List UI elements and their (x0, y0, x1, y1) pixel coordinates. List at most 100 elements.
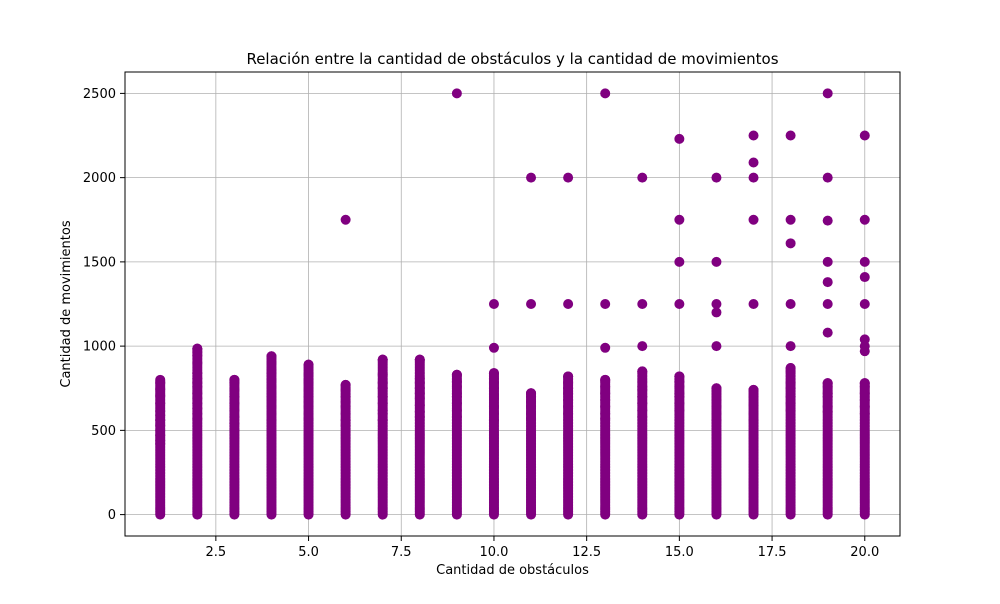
data-point (785, 238, 796, 249)
data-point (377, 369, 388, 380)
y-axis-label: Cantidad de movimientos (59, 220, 74, 387)
data-point (488, 393, 499, 404)
data-point (488, 342, 499, 353)
data-point (711, 307, 722, 318)
data-point (526, 172, 537, 183)
data-point (414, 354, 425, 365)
data-point (822, 88, 833, 99)
y-tick-label: 1500 (83, 255, 116, 270)
data-point (637, 366, 648, 377)
data-point (303, 413, 314, 424)
x-axis-label: Cantidad de obstáculos (436, 563, 589, 578)
data-point (637, 341, 648, 352)
x-tick-label: 2.5 (206, 545, 227, 560)
data-point (711, 172, 722, 183)
data-point (637, 411, 648, 422)
data-point (266, 415, 277, 426)
data-point (192, 350, 203, 361)
data-point (711, 341, 722, 352)
x-tick-label: 15.0 (665, 545, 694, 560)
data-point (377, 415, 388, 426)
y-tick-label: 2000 (83, 171, 116, 186)
data-point (785, 366, 796, 377)
data-point (155, 390, 166, 401)
data-point (822, 406, 833, 417)
data-point (859, 272, 870, 283)
data-point (711, 415, 722, 426)
x-tick-label: 7.5 (391, 545, 412, 560)
data-point (822, 277, 833, 288)
data-point (600, 413, 611, 424)
data-point (822, 172, 833, 183)
data-point (229, 425, 240, 436)
data-point (822, 215, 833, 226)
data-point (600, 299, 611, 309)
data-point (748, 415, 759, 426)
y-tick-label: 500 (91, 424, 116, 439)
data-point (488, 415, 499, 426)
data-point (563, 408, 574, 419)
data-point (748, 391, 759, 402)
data-point (340, 420, 351, 431)
data-point (451, 411, 462, 422)
data-point (711, 299, 722, 309)
data-point (859, 130, 870, 141)
data-point (822, 256, 833, 267)
data-point (748, 157, 759, 168)
x-tick-label: 20.0 (850, 545, 879, 560)
x-tick-label: 5.0 (298, 545, 319, 560)
chart-title: Relación entre la cantidad de obstáculos… (246, 50, 778, 68)
data-point (600, 88, 611, 99)
data-point (674, 214, 685, 225)
data-point (674, 405, 685, 416)
y-tick-label: 1000 (83, 340, 116, 355)
data-point (822, 391, 833, 402)
data-point (748, 172, 759, 183)
data-point (526, 413, 537, 424)
data-point (340, 214, 351, 225)
data-point (303, 359, 314, 370)
data-point (822, 327, 833, 338)
data-point (859, 299, 870, 309)
data-point (563, 172, 574, 183)
x-tick-label: 12.5 (572, 545, 601, 560)
data-point (488, 299, 499, 309)
y-axis-ticks: 0 500 1000 1500 2000 2500 (83, 87, 125, 523)
data-point (859, 408, 870, 419)
x-tick-label: 10.0 (479, 545, 508, 560)
data-point (785, 405, 796, 416)
data-point (785, 383, 796, 394)
data-point (859, 346, 870, 357)
data-point (377, 383, 388, 394)
x-axis-ticks: 2.5 5.0 7.5 10.0 12.5 15.0 17.5 20.0 (206, 536, 879, 560)
data-point (155, 398, 166, 409)
data-point (859, 214, 870, 225)
data-point (600, 342, 611, 353)
data-point (785, 214, 796, 225)
data-point (748, 400, 759, 411)
data-point (748, 130, 759, 141)
data-point (526, 299, 537, 309)
data-point (785, 130, 796, 141)
data-point (637, 172, 648, 183)
data-point (674, 133, 685, 144)
data-point (563, 299, 574, 309)
data-point (674, 256, 685, 267)
plot-area (125, 72, 900, 536)
scatter-points (155, 88, 870, 520)
data-point (785, 341, 796, 352)
data-point (711, 256, 722, 267)
data-point (748, 299, 759, 309)
data-point (711, 383, 722, 394)
data-point (637, 299, 648, 309)
data-point (785, 299, 796, 309)
y-tick-label: 0 (108, 508, 116, 523)
data-point (748, 214, 759, 225)
y-tick-label: 2500 (83, 87, 116, 102)
data-point (822, 299, 833, 309)
data-point (674, 299, 685, 309)
grid-lines (125, 72, 900, 536)
data-point (451, 88, 462, 99)
